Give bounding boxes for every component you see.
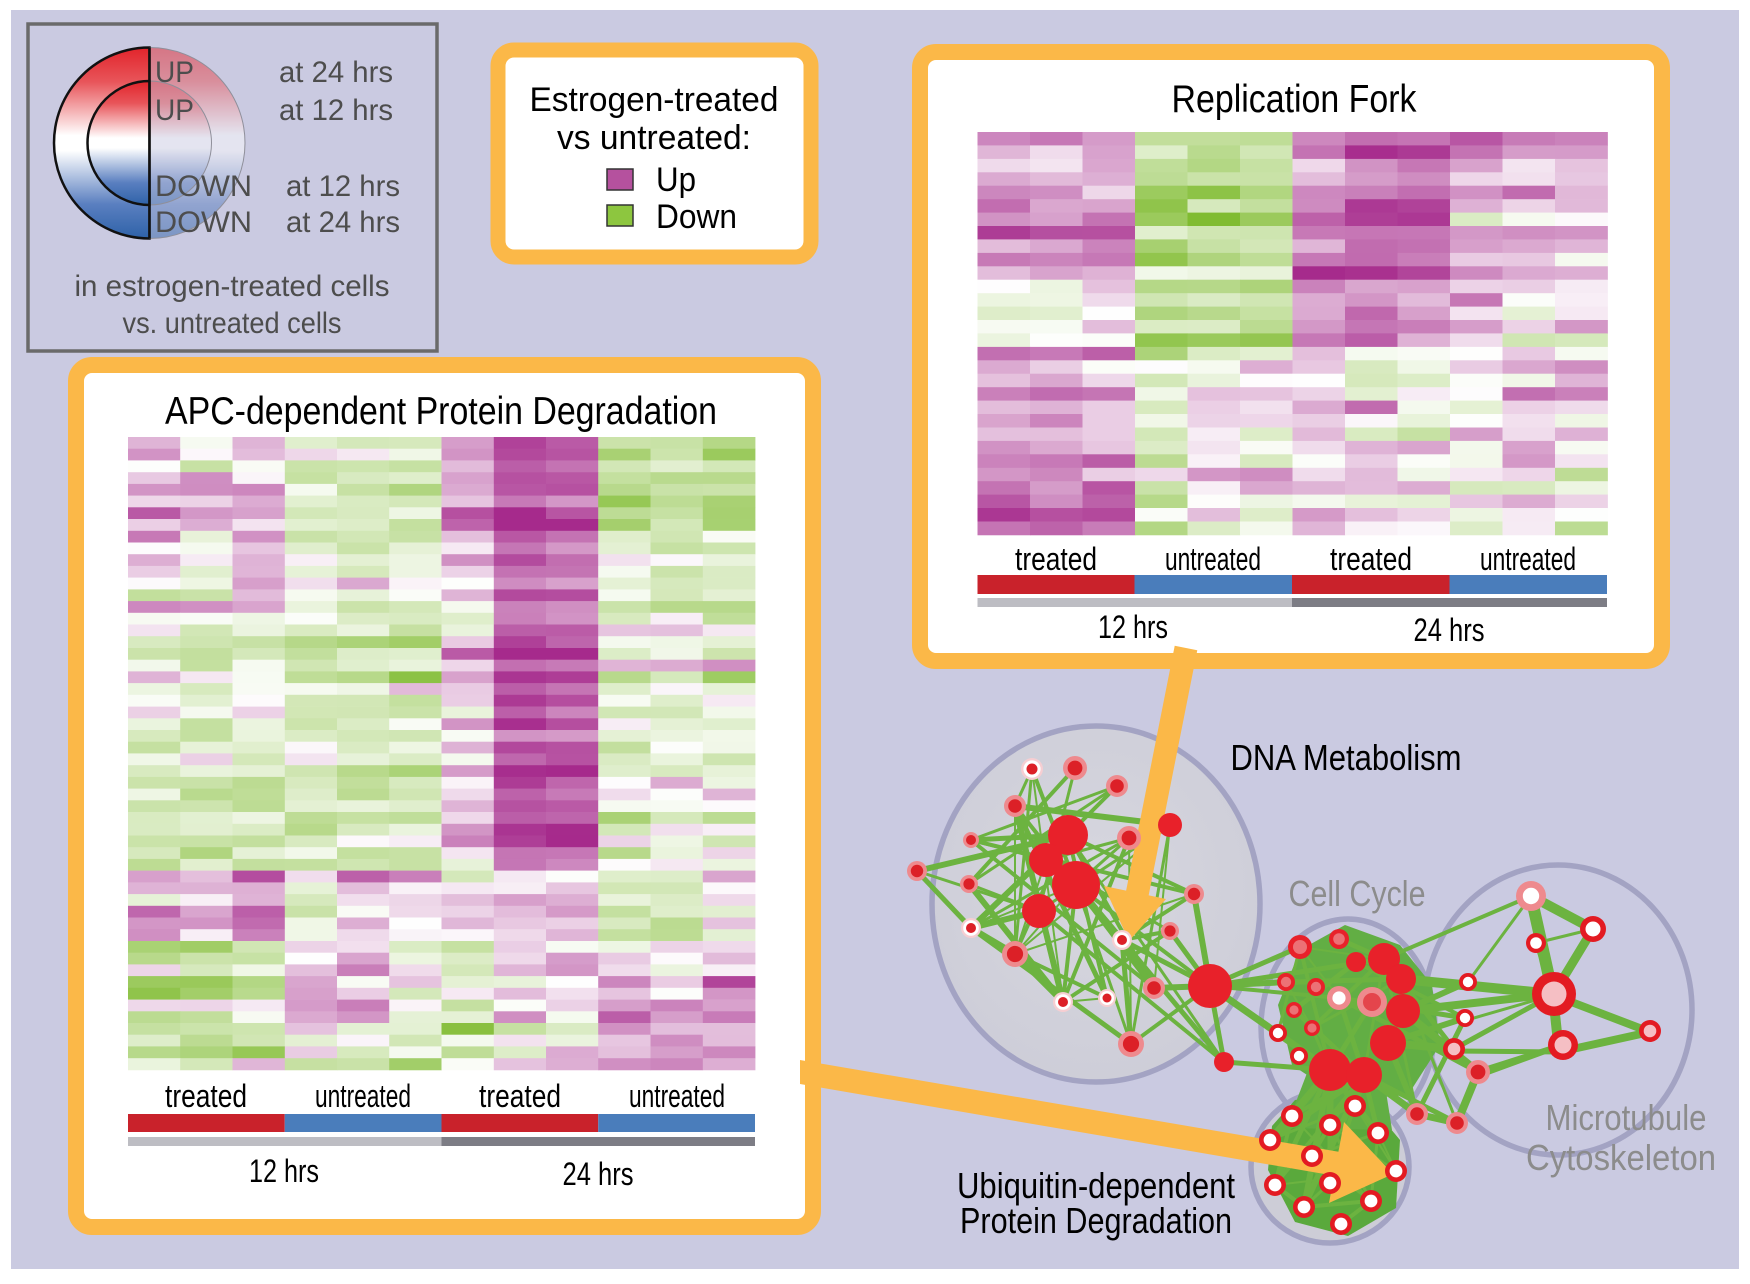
- svg-text:Up: Up: [656, 161, 696, 199]
- svg-text:Cytoskeleton: Cytoskeleton: [1526, 1137, 1716, 1178]
- svg-text:Ubiquitin-dependent: Ubiquitin-dependent: [957, 1165, 1235, 1206]
- svg-text:UP: UP: [155, 94, 194, 127]
- svg-text:treated: treated: [479, 1078, 561, 1114]
- svg-text:12 hrs: 12 hrs: [249, 1153, 319, 1189]
- svg-text:DOWN: DOWN: [155, 170, 252, 203]
- svg-text:24 hrs: 24 hrs: [1414, 612, 1485, 648]
- svg-text:untreated: untreated: [1480, 541, 1576, 577]
- svg-text:treated: treated: [1330, 541, 1412, 577]
- svg-text:DOWN: DOWN: [155, 206, 252, 239]
- svg-text:at 12 hrs: at 12 hrs: [279, 94, 393, 127]
- svg-text:Replication Fork: Replication Fork: [1172, 78, 1417, 121]
- svg-text:vs untreated:: vs untreated:: [557, 119, 751, 157]
- svg-text:APC-dependent Protein Degradat: APC-dependent Protein Degradation: [165, 390, 717, 433]
- svg-text:UP: UP: [155, 56, 194, 89]
- svg-text:untreated: untreated: [315, 1078, 411, 1114]
- svg-text:Protein Degradation: Protein Degradation: [960, 1200, 1232, 1241]
- svg-text:Down: Down: [656, 198, 737, 236]
- svg-text:at 12 hrs: at 12 hrs: [286, 170, 400, 203]
- svg-text:in estrogen-treated cells: in estrogen-treated cells: [75, 270, 390, 303]
- svg-text:at 24 hrs: at 24 hrs: [286, 206, 400, 239]
- svg-text:12 hrs: 12 hrs: [1098, 609, 1168, 645]
- svg-text:treated: treated: [1015, 541, 1097, 577]
- svg-text:untreated: untreated: [629, 1078, 725, 1114]
- svg-text:DNA Metabolism: DNA Metabolism: [1231, 737, 1462, 778]
- svg-text:at 24 hrs: at 24 hrs: [279, 56, 393, 89]
- svg-text:24 hrs: 24 hrs: [563, 1156, 634, 1192]
- svg-text:untreated: untreated: [1165, 541, 1261, 577]
- svg-text:Estrogen-treated: Estrogen-treated: [530, 81, 779, 119]
- svg-text:Microtubule: Microtubule: [1546, 1097, 1707, 1138]
- svg-text:Cell Cycle: Cell Cycle: [1289, 873, 1426, 914]
- svg-text:vs. untreated cells: vs. untreated cells: [123, 307, 342, 340]
- svg-text:treated: treated: [165, 1078, 247, 1114]
